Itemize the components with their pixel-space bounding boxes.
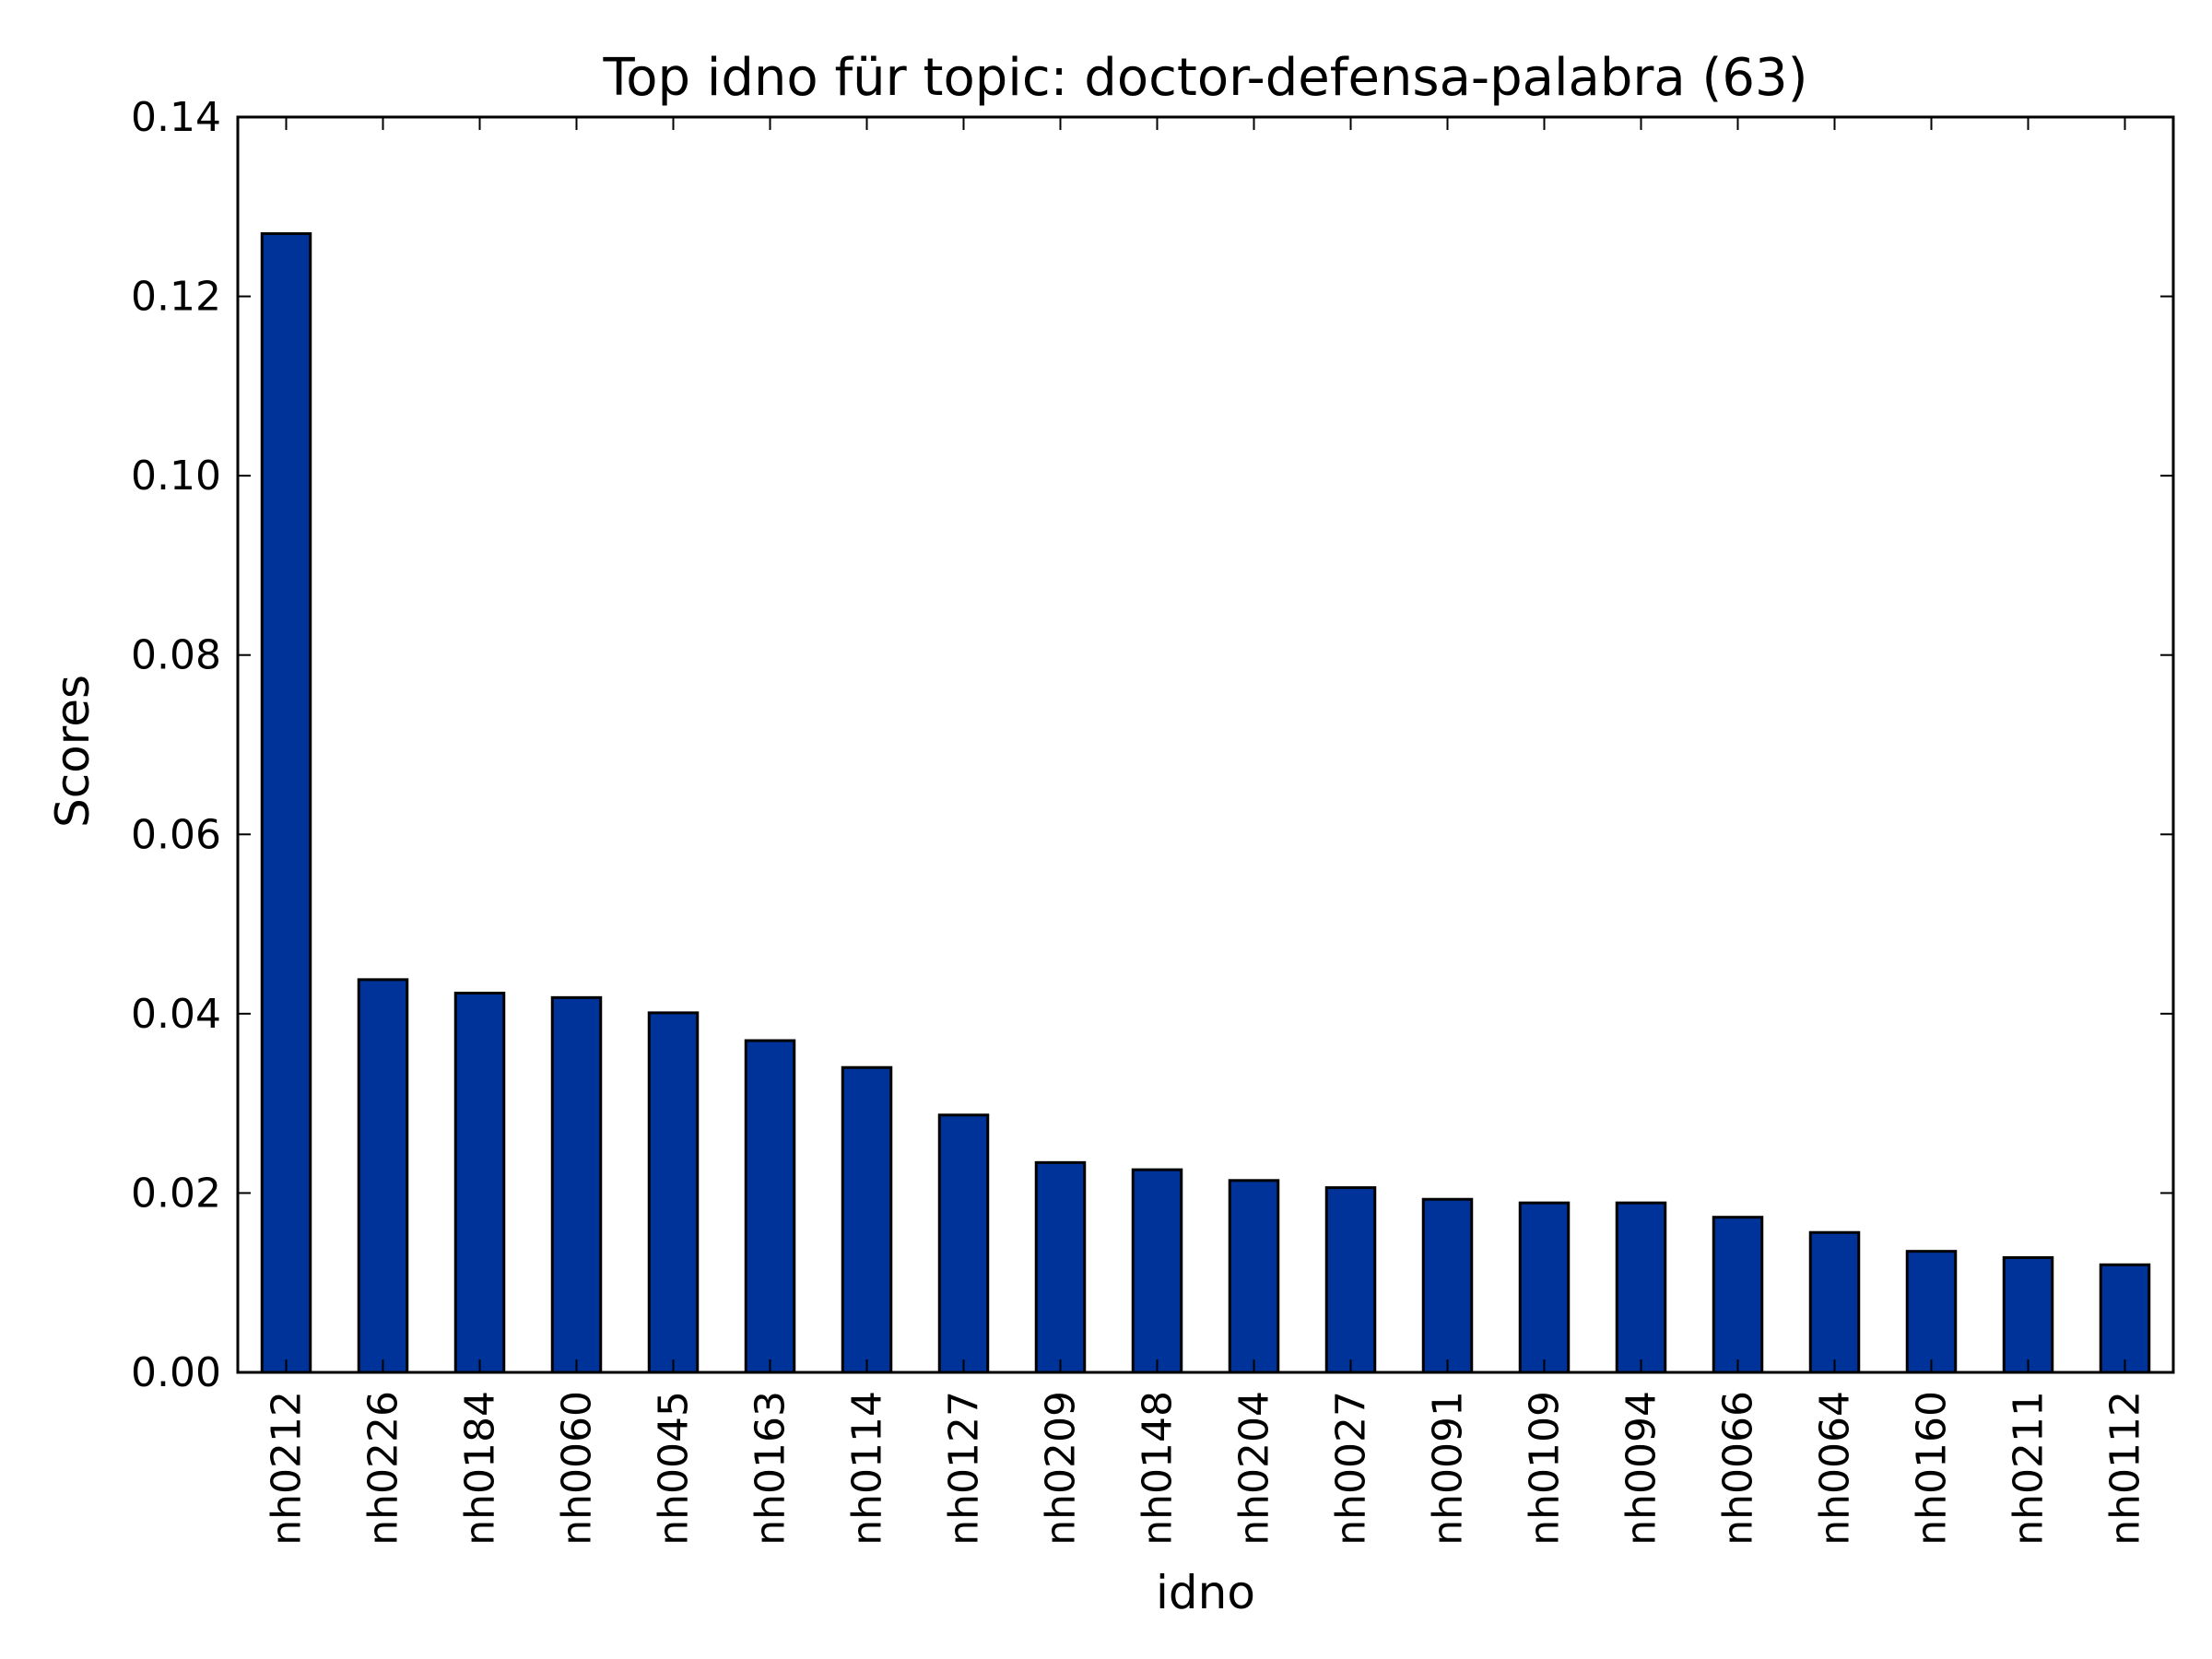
y-tick-label: 0.08 bbox=[131, 632, 221, 679]
x-ticks-group: nh0212 nh0226 nh0184 nh0060 nh0045 nh0163 nh01… bbox=[264, 117, 2149, 1546]
y-tick-label: 0.06 bbox=[131, 811, 221, 858]
bar-nh0064 bbox=[1808, 1230, 1861, 1374]
bar-nh0094 bbox=[1615, 1201, 1667, 1374]
x-tick-label: nh0212 bbox=[264, 1391, 311, 1546]
x-tick-label: nh0204 bbox=[1231, 1391, 1278, 1546]
x-tick-label: nh0127 bbox=[941, 1391, 988, 1546]
bar-nh0060 bbox=[550, 995, 603, 1374]
y-tick-label: 0.02 bbox=[131, 1170, 221, 1217]
x-tick-label: nh0045 bbox=[651, 1391, 698, 1546]
y-tick-label: 0.04 bbox=[131, 991, 221, 1038]
x-tick-label: nh0114 bbox=[844, 1391, 891, 1546]
x-axis-label: idno bbox=[1156, 1566, 1255, 1619]
y-axis-label: Scores bbox=[46, 675, 100, 828]
x-tick-label: nh0066 bbox=[1715, 1391, 1762, 1546]
x-tick-label: nh0109 bbox=[1522, 1391, 1569, 1546]
x-tick-label: nh0027 bbox=[1328, 1391, 1375, 1546]
bar-nh0027 bbox=[1324, 1186, 1377, 1374]
x-tick-label: nh0211 bbox=[2006, 1391, 2053, 1546]
x-tick-label: nh0094 bbox=[1618, 1391, 1665, 1546]
x-tick-label: nh0163 bbox=[747, 1391, 794, 1546]
x-tick-label: nh0091 bbox=[1425, 1391, 1472, 1546]
y-tick-label: 0.00 bbox=[131, 1349, 221, 1396]
x-tick-label: nh0148 bbox=[1135, 1391, 1182, 1546]
x-tick-label: nh0226 bbox=[360, 1391, 407, 1546]
bar-nh0045 bbox=[647, 1011, 700, 1374]
bar-nh0112 bbox=[2099, 1263, 2151, 1374]
bar-nh0211 bbox=[2002, 1255, 2054, 1374]
bar-nh0226 bbox=[357, 978, 409, 1374]
bar-nh0148 bbox=[1131, 1168, 1183, 1374]
chart-title: Top idno für topic: doctor-defensa-palab… bbox=[603, 48, 1808, 108]
bar-nh0066 bbox=[1712, 1216, 1764, 1374]
x-tick-label: nh0209 bbox=[1038, 1391, 1085, 1546]
bar-nh0109 bbox=[1518, 1201, 1571, 1374]
x-tick-label: nh0060 bbox=[554, 1391, 601, 1546]
bar-nh0160 bbox=[1905, 1250, 1958, 1374]
x-tick-label: nh0160 bbox=[1909, 1391, 1956, 1546]
bar-nh0114 bbox=[841, 1065, 893, 1374]
y-tick-label: 0.14 bbox=[131, 94, 221, 141]
bar-nh0127 bbox=[937, 1113, 990, 1374]
bars-group bbox=[260, 231, 2151, 1374]
bar-nh0163 bbox=[744, 1039, 796, 1374]
bar-nh0184 bbox=[453, 991, 506, 1374]
plot-frame bbox=[236, 115, 2175, 1374]
x-tick-label: nh0064 bbox=[1812, 1391, 1859, 1546]
x-tick-label: nh0184 bbox=[457, 1391, 504, 1546]
y-tick-label: 0.10 bbox=[131, 453, 221, 500]
y-tick-label: 0.12 bbox=[131, 274, 221, 321]
bar-nh0212 bbox=[260, 231, 312, 1374]
bar-nh0091 bbox=[1421, 1197, 1474, 1374]
bar-nh0204 bbox=[1228, 1179, 1280, 1374]
x-tick-label: nh0112 bbox=[2102, 1391, 2149, 1546]
bar-nh0209 bbox=[1034, 1160, 1087, 1374]
